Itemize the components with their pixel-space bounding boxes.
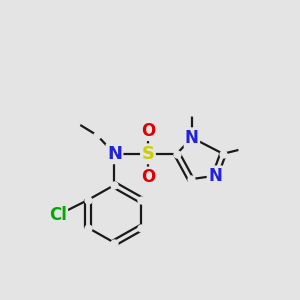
Text: N: N [107, 145, 122, 163]
Text: N: N [208, 167, 222, 185]
Text: O: O [141, 168, 155, 186]
Text: O: O [141, 122, 155, 140]
Text: N: N [185, 129, 199, 147]
Text: S: S [142, 145, 154, 163]
Text: Cl: Cl [49, 206, 67, 224]
